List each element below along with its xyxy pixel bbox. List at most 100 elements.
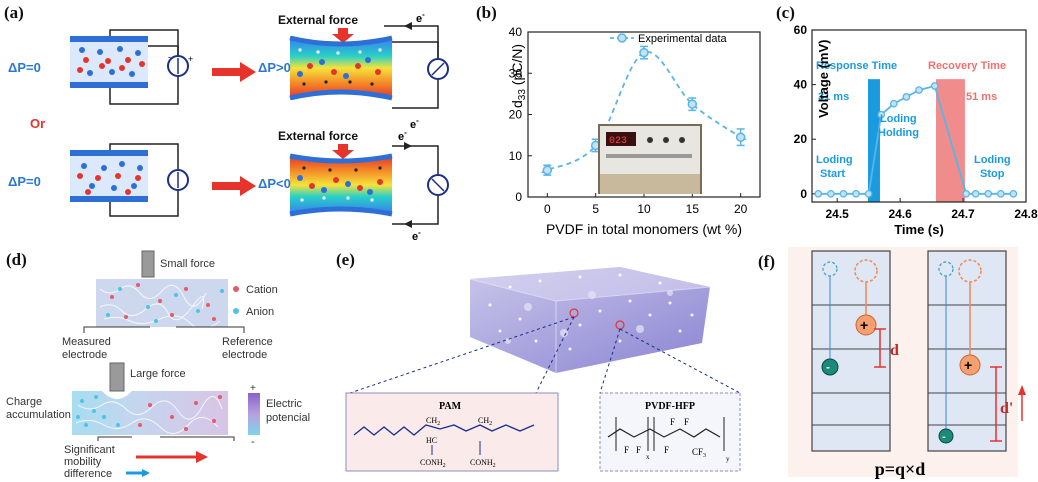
anion-icon bbox=[938, 428, 954, 444]
data-point bbox=[687, 99, 698, 109]
panel-a-label: (a) bbox=[4, 3, 24, 22]
dp-zero-label: ΔP=0 bbox=[8, 174, 41, 189]
reference-electrode-label: Reference bbox=[222, 336, 273, 348]
data-point bbox=[971, 189, 980, 198]
y-tick-label: 40 bbox=[794, 78, 808, 92]
measured-electrode-label: Measured bbox=[62, 336, 111, 348]
svg-text:CF3: CF3 bbox=[692, 447, 706, 459]
svg-text:HC: HC bbox=[426, 436, 437, 445]
force-arrow-icon bbox=[332, 144, 354, 159]
legend-label: Experimental data bbox=[638, 33, 728, 45]
data-point bbox=[889, 99, 898, 108]
anion-label: Anion bbox=[246, 306, 274, 318]
data-point bbox=[839, 189, 848, 198]
x-tick-label: 24.5 bbox=[825, 207, 849, 221]
electron-label: e- bbox=[398, 128, 407, 143]
x-tick-label: 24.8 bbox=[1014, 207, 1038, 221]
cell-neutral-2 bbox=[70, 143, 179, 217]
y-tick-label: 20 bbox=[794, 132, 808, 146]
panel-e: (e) PAM CH2 CH2 HC CONH2 CONH2 PVDF bbox=[330, 245, 750, 482]
data-point bbox=[962, 189, 971, 198]
x-axis-label: Time (s) bbox=[894, 222, 944, 237]
charge-accumulation-label: accumulation bbox=[6, 409, 71, 421]
panel-f: (f) - + d - + d' p=q×d bbox=[750, 245, 1038, 482]
y-tick-label: 10 bbox=[509, 149, 523, 163]
y-tick-label: 60 bbox=[794, 23, 808, 37]
x-tick-label: 24.6 bbox=[888, 207, 912, 221]
cell-compressed bbox=[289, 35, 393, 101]
pam-label: PAM bbox=[439, 401, 462, 412]
panel-c: (c) 0 20 40 60 24.5 24.6 24.7 24.8 Response Ti… bbox=[770, 0, 1038, 245]
arrow-right-icon bbox=[212, 176, 256, 196]
svg-text:CONH2: CONH2 bbox=[470, 458, 496, 469]
arrow-right-icon bbox=[212, 62, 256, 82]
x-tick-label: 20 bbox=[734, 202, 748, 216]
data-point bbox=[827, 189, 835, 198]
response-time-label: Response Time bbox=[816, 60, 897, 72]
svg-text:CH2: CH2 bbox=[478, 416, 492, 427]
loding-stop-label: Loding bbox=[974, 154, 1011, 166]
data-point bbox=[902, 93, 911, 101]
dp-negative-label: ΔP<0 bbox=[258, 176, 291, 191]
x-tick-label: 24.7 bbox=[951, 207, 975, 221]
panel-a: (a) - + ΔP=0 Or bbox=[0, 0, 470, 245]
response-band bbox=[868, 79, 880, 202]
data-point bbox=[1009, 189, 1018, 198]
legend: Experimental data bbox=[610, 33, 728, 45]
svg-text:+: + bbox=[188, 54, 193, 64]
svg-text:+: + bbox=[250, 383, 256, 394]
y-tick-label: 0 bbox=[800, 187, 807, 201]
panel-e-label: (e) bbox=[336, 250, 355, 269]
svg-text:+: + bbox=[964, 357, 972, 373]
data-point bbox=[864, 189, 873, 198]
small-force-label: Small force bbox=[160, 258, 215, 270]
external-force-label: External force bbox=[278, 129, 358, 143]
x-tick-label: 15 bbox=[686, 202, 700, 216]
distance-d-prime-label: d' bbox=[1000, 400, 1013, 417]
meter-icon bbox=[427, 58, 449, 80]
svg-text:-: - bbox=[251, 436, 255, 448]
anion-icon bbox=[233, 308, 239, 314]
measured-electrode-label: electrode bbox=[62, 349, 107, 361]
svg-text:x: x bbox=[646, 453, 650, 461]
panel-d: (d) Small force Cation Anion Measured el… bbox=[0, 245, 330, 482]
x-tick-label: 0 bbox=[544, 202, 551, 216]
force-arrow-icon bbox=[332, 28, 354, 43]
reference-electrode-label: electrode bbox=[222, 349, 267, 361]
potential-scale bbox=[248, 393, 260, 435]
meter-display: 023 bbox=[609, 136, 627, 147]
dp-positive-label: ΔP>0 bbox=[258, 60, 291, 75]
hydrogel-block-top bbox=[96, 279, 228, 329]
mobility-label: mobility bbox=[64, 456, 102, 468]
data-point bbox=[877, 110, 886, 119]
y-tick-label: 0 bbox=[515, 190, 522, 204]
charge-accumulation-label: Charge bbox=[6, 396, 42, 408]
svg-text:CONH2: CONH2 bbox=[420, 458, 446, 469]
instrument-photo: 023 bbox=[598, 124, 702, 194]
svg-text:F: F bbox=[664, 445, 669, 455]
cation-icon bbox=[959, 354, 981, 376]
large-force-label: Large force bbox=[130, 368, 186, 380]
electric-potential-label: potencial bbox=[266, 412, 310, 424]
svg-text:CH2: CH2 bbox=[426, 416, 440, 427]
svg-text:y: y bbox=[726, 455, 730, 463]
meter-icon: - + bbox=[167, 52, 193, 77]
loding-holding-label: Holding bbox=[878, 127, 919, 139]
cation-icon bbox=[855, 314, 877, 336]
panel-b-label: (b) bbox=[476, 3, 497, 22]
dipole-formula: p=q×d bbox=[875, 459, 926, 479]
data-point bbox=[852, 189, 860, 198]
pvdf-hfp-label: PVDF-HFP bbox=[645, 401, 695, 412]
loding-stop-label: Stop bbox=[980, 168, 1005, 180]
electron-label: e- bbox=[416, 10, 425, 25]
hydrogel-3d-block bbox=[469, 267, 711, 373]
cell-expanded bbox=[289, 153, 393, 217]
x-tick-label: 5 bbox=[592, 202, 599, 216]
y-axis-label: d33 (pC/N) bbox=[509, 44, 528, 108]
x-tick-label: 10 bbox=[637, 202, 651, 216]
svg-text:+: + bbox=[860, 317, 868, 333]
plot-frame bbox=[811, 29, 1027, 203]
meter-icon bbox=[427, 174, 449, 196]
svg-text:F: F bbox=[624, 445, 629, 455]
arrow-up-icon bbox=[1018, 385, 1026, 395]
